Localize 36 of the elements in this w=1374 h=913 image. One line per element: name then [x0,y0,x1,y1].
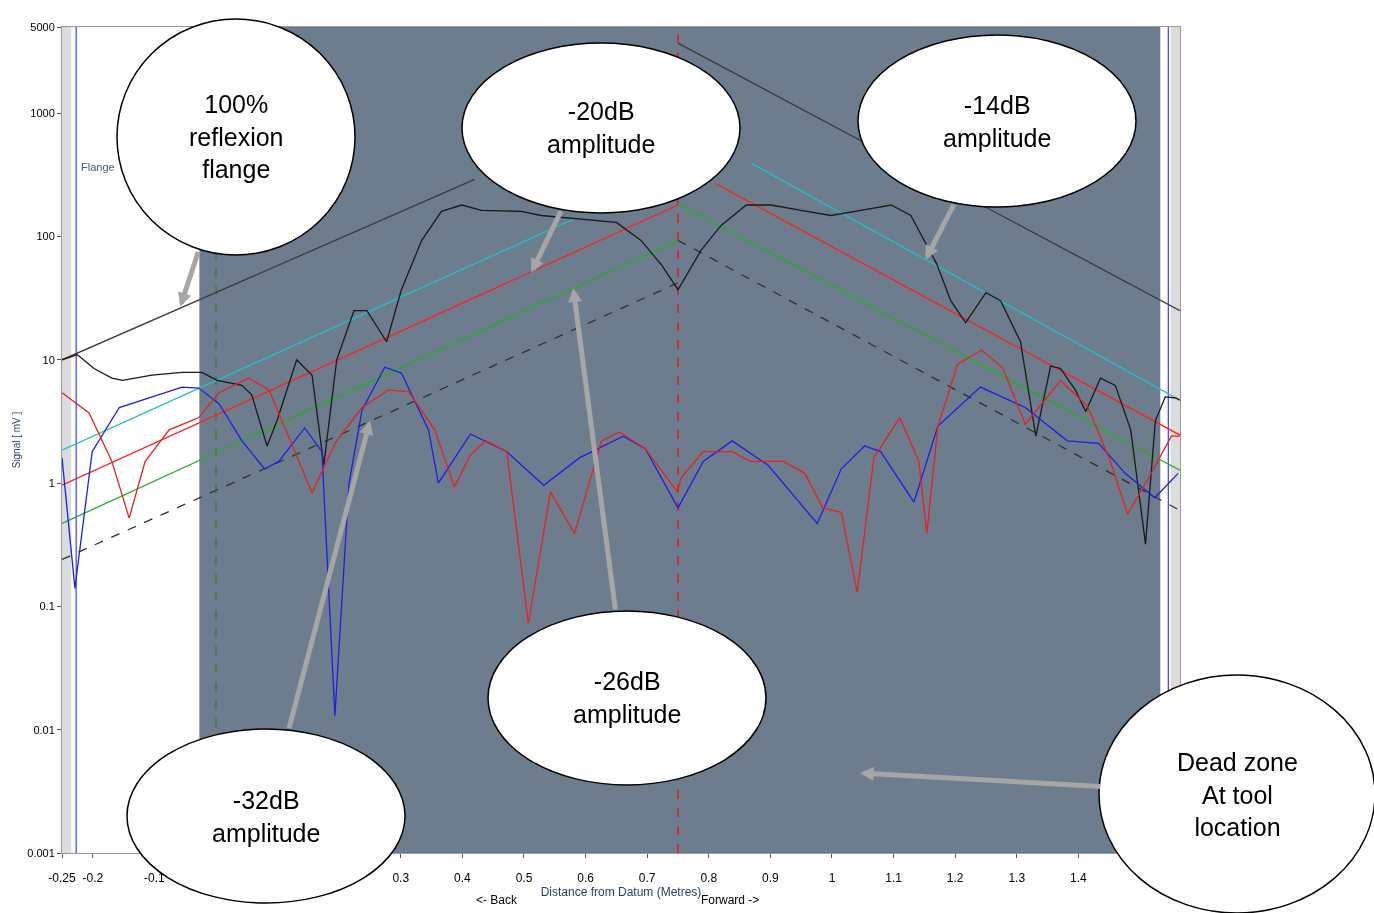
y-tick-label: 10 [42,353,55,366]
y-tick-label: 1000 [30,107,55,120]
annotation: -32dB amplitude [212,786,321,847]
y-tick-label: 1 [48,476,55,489]
annotation: 100% reflexion flange [189,90,284,183]
x-axis-title: Distance from Datum (Metres) [540,885,702,900]
ref-line-label: Flange [81,161,115,173]
x-tick-label: 0.7 [638,871,656,886]
annotation: Dead zone At tool location [1177,748,1298,841]
text: <- Back [476,893,519,907]
line-series [62,204,1180,545]
annotation: -26dB amplitude [573,667,682,728]
line-series [62,349,1180,624]
x-tick-label: 0.8 [700,871,718,886]
x-tick-label: -0.2 [82,871,104,886]
x-tick-label: 1 [828,871,836,886]
x-tick-label: 0.4 [454,871,472,886]
x-tick-label: 0.5 [515,871,533,886]
y-tick-label: 0.1 [39,600,55,613]
x-tick-label: 1.2 [946,871,964,886]
x-tick-label: 1.1 [885,871,903,886]
x-tick-label: 0.3 [392,871,410,886]
x-tick-label: -0.25 [48,871,76,886]
annotation: -20dB amplitude [547,97,656,158]
x-tick-label: 1.3 [1008,871,1026,886]
x-tick-label: -0.1 [144,871,166,886]
y-tick-label: 5000 [30,20,55,33]
x-tick-label: 0.9 [762,871,780,886]
x-tick-label: 1.4 [1070,871,1088,886]
y-tick-label: 100 [36,230,55,243]
text: Forward -> [701,893,760,907]
y-axis-title: Signal [ mV ] [11,411,23,469]
annotation: -14dB amplitude [943,91,1052,152]
y-tick-label: 0.01 [33,723,55,736]
y-tick-label: 0.001 [27,846,55,859]
x-tick-label: 0.6 [577,871,595,886]
